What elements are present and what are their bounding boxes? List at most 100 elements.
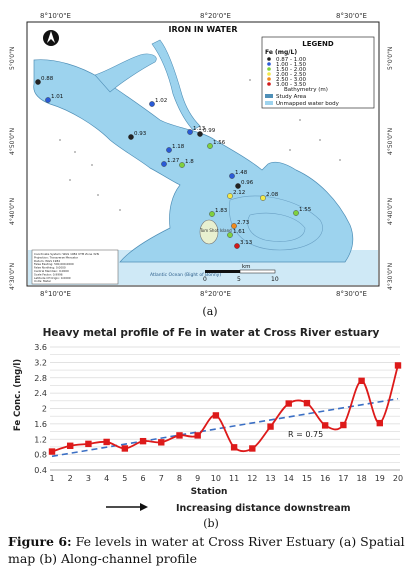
data-point-marker (249, 445, 256, 452)
station-value-label: 0.93 (134, 131, 147, 137)
sampling-station-point (231, 223, 237, 229)
projection-info-line: Scale Factor: 0.9996 (34, 272, 63, 276)
x-tick-label: 5 (122, 474, 127, 483)
legend-bathymetry: Bathymetry (m) (284, 87, 328, 93)
chart-title: Heavy metal profile of Fe in water at Cr… (43, 327, 380, 339)
legend-swatch (267, 77, 271, 81)
left-coord-4: 4°30'0"N (9, 263, 16, 290)
r-annotation: R = 0.75 (288, 430, 323, 439)
y-tick-label: 0.4 (34, 466, 47, 475)
station-value-label: 1.61 (233, 229, 245, 235)
sampling-station-point (45, 97, 51, 103)
sampling-station-point (128, 134, 134, 140)
trend-line (51, 397, 399, 458)
left-coord-3: 4°40'0"N (9, 198, 16, 225)
data-point-marker (103, 438, 110, 446)
legend-swatch (267, 57, 271, 61)
sampling-station-point (229, 173, 235, 179)
projection-info-line: Datum: WGS 1984 (34, 259, 60, 263)
bathymetry-contour (247, 212, 306, 242)
data-point-marker (285, 400, 292, 407)
bottom-coord-3: 8°30'0"E (336, 290, 367, 298)
station-value-label: 1.18 (172, 144, 185, 150)
y-axis-label: Fe Conc. (mg/l) (13, 359, 23, 431)
data-point-marker (139, 437, 147, 445)
x-tick-label: 17 (338, 474, 348, 483)
top-coord-3: 8°30'0"E (336, 12, 367, 20)
right-coord-2: 4°50'0"N (387, 128, 394, 155)
legend-class-label: 1.00 - 1.50 (276, 62, 306, 68)
sampling-station-point (166, 147, 172, 153)
data-point-marker (85, 440, 92, 448)
data-point-marker (48, 448, 56, 455)
panel-label-a: (a) (202, 305, 217, 318)
sampling-station-point (227, 232, 233, 238)
x-tick-label: 4 (104, 474, 109, 483)
panel-label-b: (b) (203, 517, 219, 530)
sampling-station-point (149, 101, 155, 107)
data-point-marker (340, 421, 347, 429)
legend-study-area: Study Area (276, 94, 306, 100)
island-label: Tom Shot Island (199, 228, 232, 233)
station-value-label: 0.88 (41, 76, 54, 82)
station-value-label: 1.55 (299, 207, 312, 213)
sampling-station-point (197, 131, 203, 137)
legend-unmapped: Unmapped water body (276, 101, 340, 107)
projection-info-line: False Northing: 0.0000 (34, 266, 66, 270)
data-point-marker (212, 412, 220, 419)
legend-swatch (267, 82, 271, 86)
scale-bar: km 0 5 10 (203, 264, 279, 283)
station-value-label: 2.12 (233, 190, 245, 196)
projection-info-line: Latitude Of Origin: 0.0000 (34, 276, 71, 280)
right-coord-4: 4°30'0"N (387, 263, 394, 290)
station-value-label: 2.73 (237, 220, 250, 226)
x-tick-label: 1 (49, 474, 54, 483)
data-point-marker (267, 423, 274, 430)
projection-info-line: False Easting: 500,000.0000 (34, 262, 74, 266)
sampling-station-point (161, 161, 167, 167)
y-tick-label: 1.6 (34, 420, 47, 429)
data-point-marker (358, 377, 365, 385)
map-panel: 8°10'0"E 8°20'0"E 8°30'0"E 8°10'0"E 8°20… (9, 12, 394, 298)
scale-tick-5: 5 (237, 276, 241, 283)
caption-label: Figure 6: (8, 534, 72, 549)
data-point-marker (176, 432, 183, 439)
sampling-station-point (179, 162, 185, 168)
caption-text: Fe levels in water at Cross River Estuar… (8, 534, 405, 566)
x-tick-label: 15 (302, 474, 312, 483)
x-tick-label: 9 (195, 474, 200, 483)
data-point-marker (121, 445, 129, 452)
right-coord-3: 4°40'0"N (387, 198, 394, 225)
data-point-marker (376, 419, 383, 427)
x-tick-label: 7 (159, 474, 164, 483)
legend-swatch (267, 62, 271, 66)
sampling-station-point (293, 210, 299, 216)
figure-caption: Figure 6: Fe levels in water at Cross Ri… (8, 533, 406, 567)
legend-class-label: 0.87 - 1.00 (276, 57, 306, 63)
projection-info-line: Central Meridian: 9.0000 (34, 269, 69, 273)
scale-tick-10: 10 (271, 276, 279, 283)
x-tick-label: 10 (211, 474, 221, 483)
legend-class-label: 3.00 - 3.50 (276, 82, 306, 88)
station-value-label: 1.13 (193, 126, 206, 132)
station-value-label: 1.01 (51, 94, 63, 100)
station-value-label: 0.99 (203, 128, 216, 134)
x-tick-label: 6 (141, 474, 146, 483)
map-legend: LEGEND Fe (mg/L) 0.87 - 1.001.00 - 1.501… (261, 36, 375, 109)
x-tick-label: 18 (356, 474, 366, 483)
bottom-coord-1: 8°10'0"E (40, 290, 71, 298)
y-tick-label: 2.8 (34, 374, 47, 383)
upstream-channel (94, 53, 157, 93)
x-tick-label: 14 (284, 474, 294, 483)
data-point-marker (67, 442, 74, 449)
data-point-marker (158, 439, 165, 446)
left-coord-2: 4°50'0"N (9, 128, 16, 155)
sampling-station-point (234, 243, 240, 249)
scale-tick-0: 0 (203, 276, 207, 283)
downstream-arrow (106, 503, 148, 511)
projection-info-line: Coordinate System: WGS 1984 UTM Zone 32N (34, 252, 99, 256)
legend-study-area-swatch (265, 94, 273, 98)
ocean-label: Atlantic Ocean (Bight of Bonny) (150, 272, 221, 278)
station-value-label: 1.83 (215, 208, 228, 214)
